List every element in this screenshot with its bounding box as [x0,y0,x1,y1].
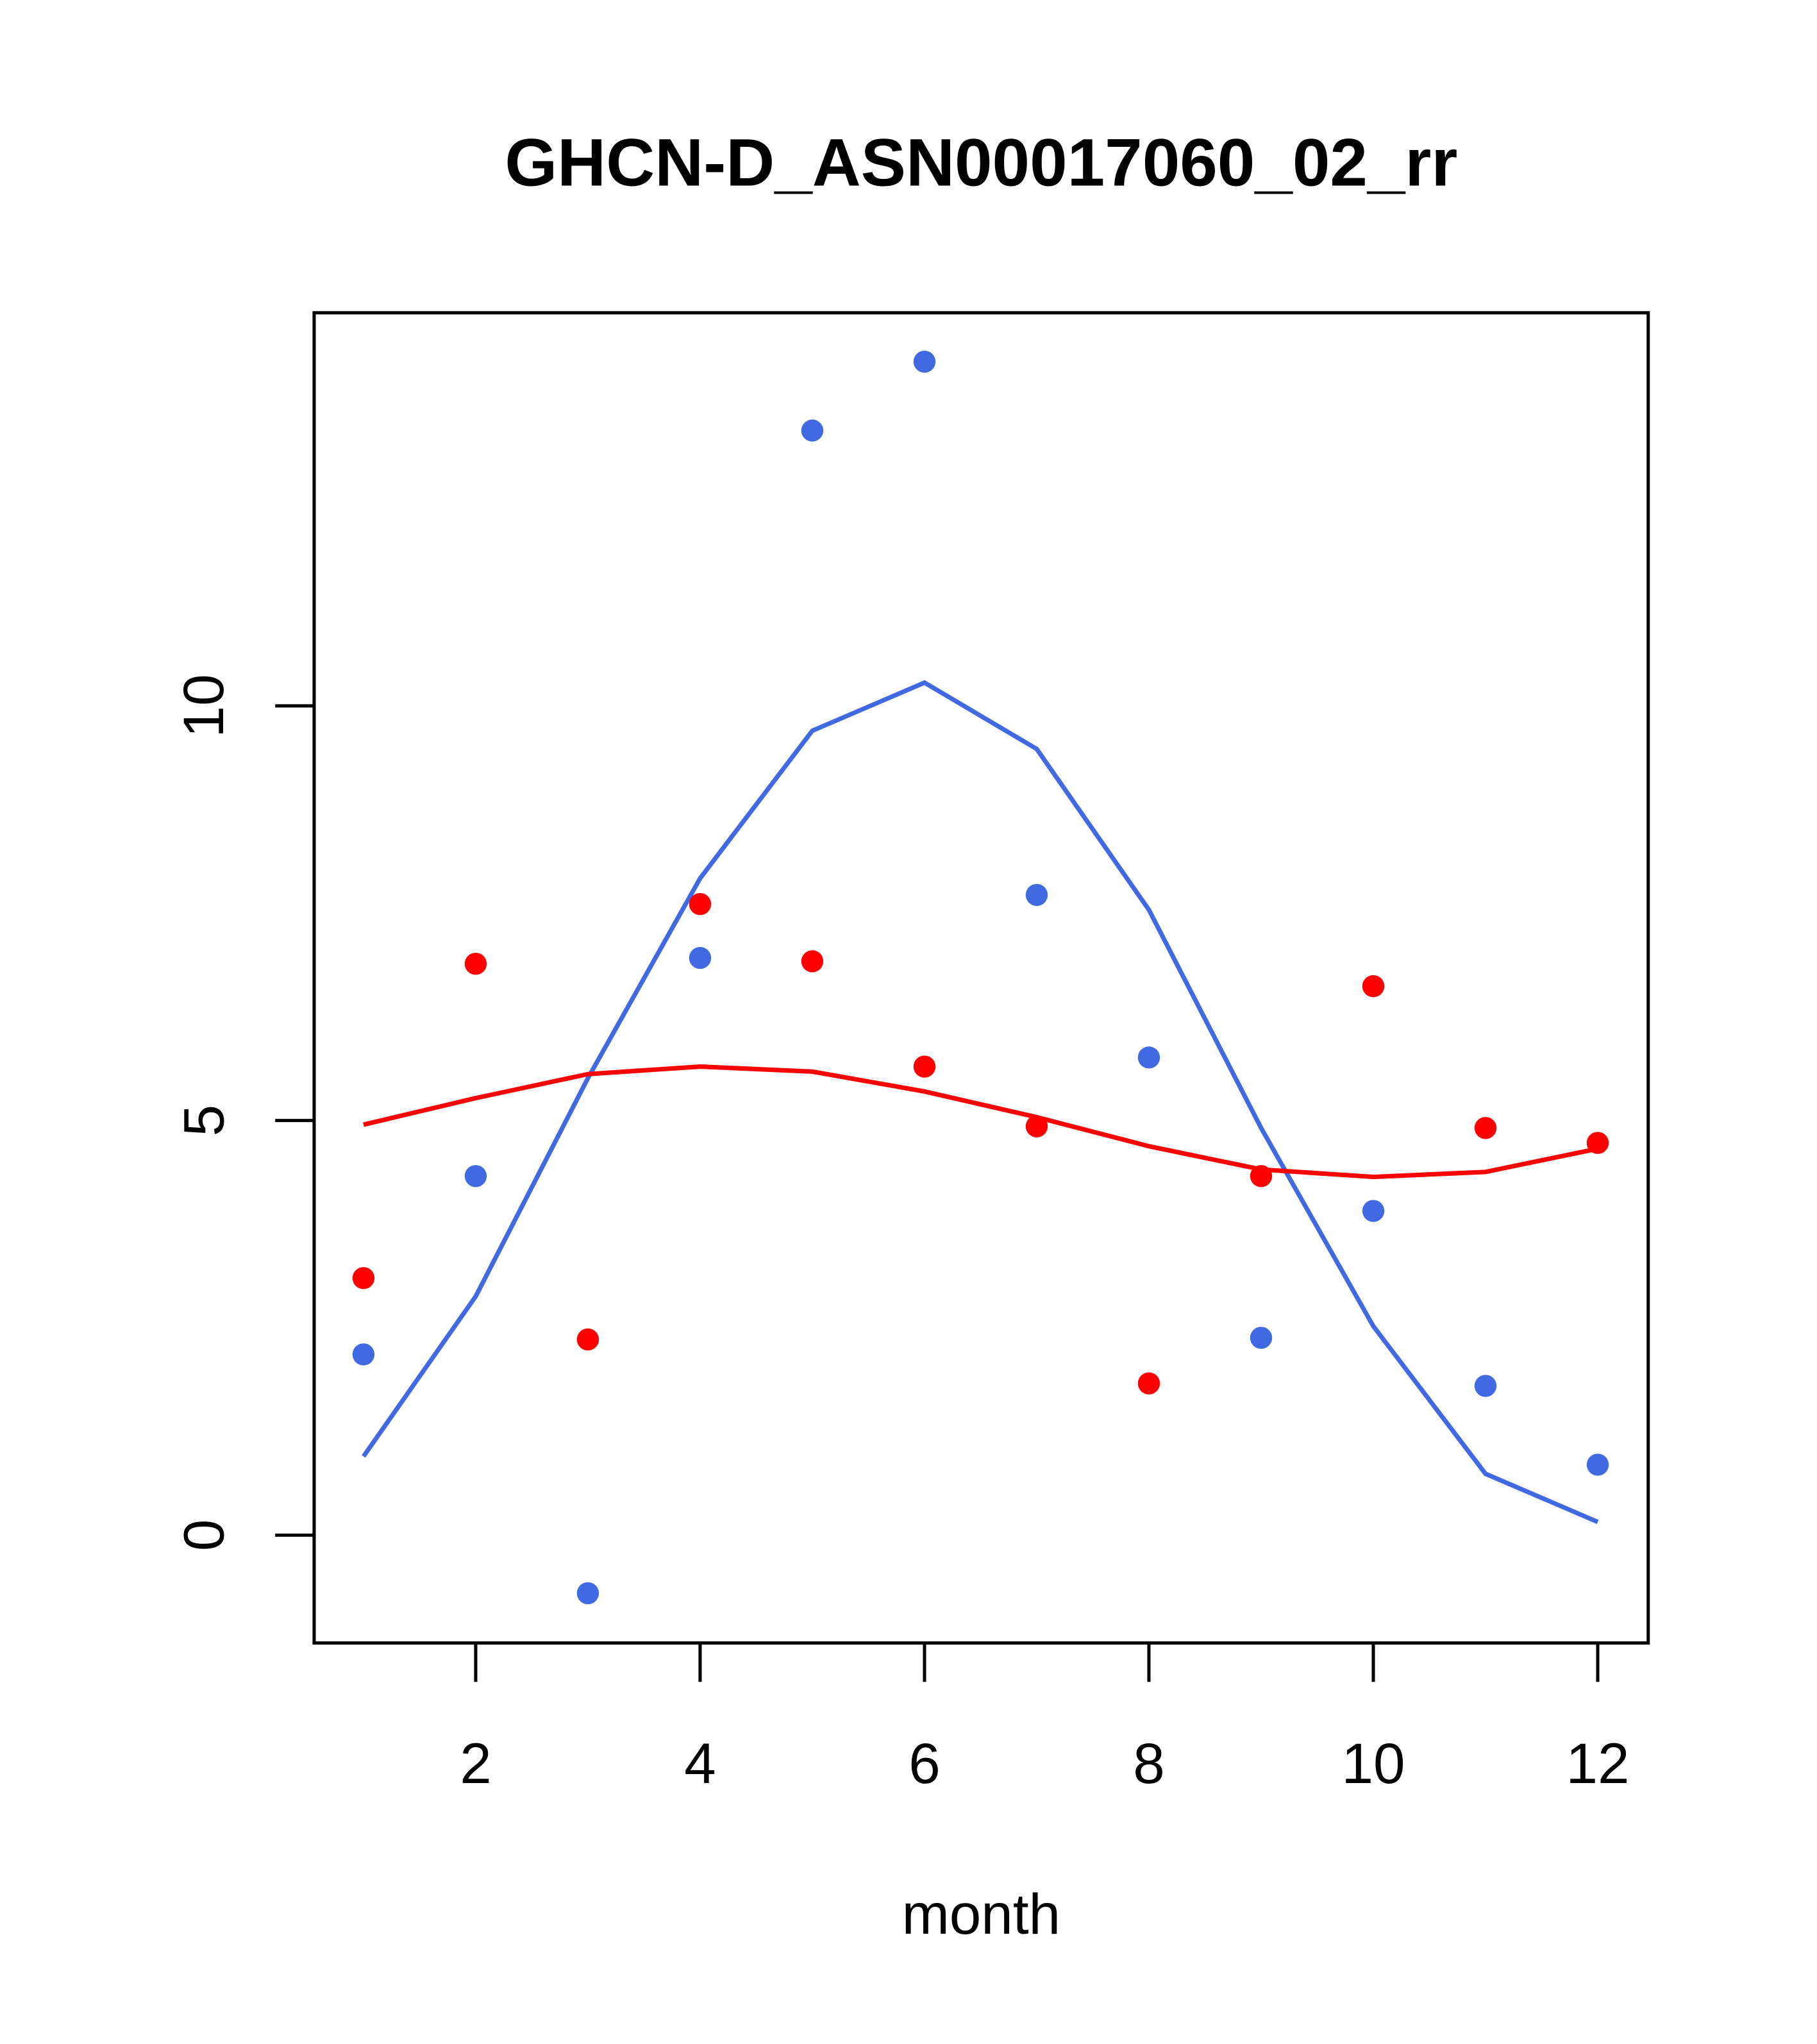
data-point-blue-points [352,1343,375,1366]
data-point-red-points [913,1055,936,1078]
data-point-red-points [689,892,712,916]
data-point-red-points [1362,975,1385,998]
data-point-blue-points [1586,1453,1609,1476]
data-point-red-points [1025,1115,1048,1137]
x-tick-label: 6 [908,1731,941,1795]
data-point-blue-points [1137,1046,1160,1069]
chart-title: GHCN-D_ASN00017060_02_rr [505,125,1457,200]
data-point-red-points [464,952,487,975]
x-tick-label: 8 [1133,1731,1165,1795]
data-point-red-points [1137,1372,1160,1395]
data-point-red-points [1474,1117,1497,1139]
x-axis: 2 4 6 8 10 12 [460,1643,1630,1795]
data-point-red-points [801,950,824,973]
data-point-blue-points [464,1165,487,1187]
data-point-red-points [576,1328,599,1351]
x-tick-label: 10 [1341,1731,1405,1795]
series-line-red-line [363,1064,1598,1180]
x-tick-label: 4 [684,1731,716,1795]
data-point-blue-points [689,946,712,969]
y-tick-label: 0 [171,1520,235,1552]
y-tick-label: 10 [171,674,235,737]
x-tick-label: 2 [460,1731,492,1795]
data-point-blue-points [1474,1375,1497,1397]
y-axis: 0 5 10 [171,674,314,1551]
data-point-red-points [352,1267,375,1289]
data-point-blue-points [576,1582,599,1605]
plot-frame [312,311,1650,1645]
data-point-blue-points [1025,884,1048,907]
x-axis-label: month [902,1882,1061,1946]
y-tick-label: 5 [171,1105,235,1137]
series-line-blue-line [362,680,1599,1524]
data-point-blue-points [1250,1327,1273,1349]
data-point-blue-points [913,350,936,373]
x-tick-label: 12 [1566,1731,1629,1795]
data-point-blue-points [1362,1200,1385,1222]
data-point-blue-points [801,419,824,442]
data-point-red-points [1250,1165,1273,1187]
data-point-red-points [1586,1132,1609,1154]
